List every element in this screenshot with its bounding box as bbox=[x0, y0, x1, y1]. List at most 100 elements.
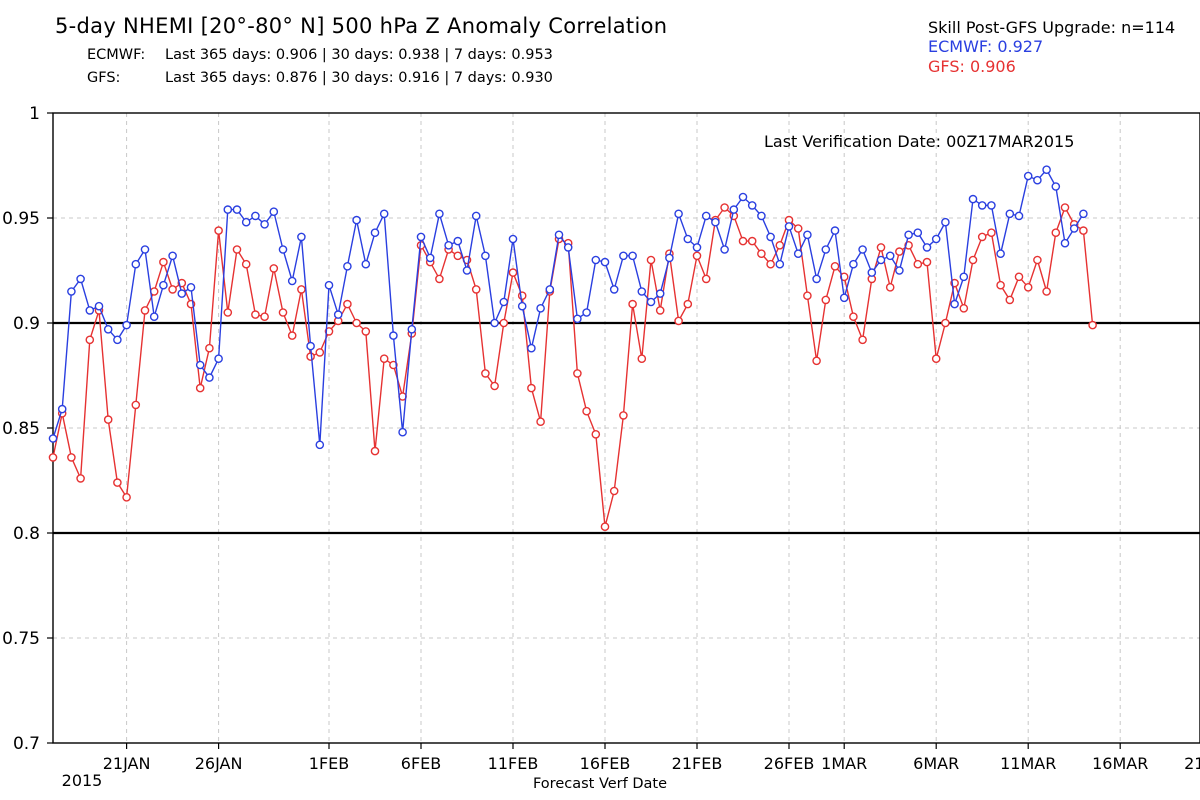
data-point bbox=[517, 291, 527, 301]
series-gfs bbox=[48, 203, 1097, 532]
data-point bbox=[839, 293, 849, 303]
y-tick-label: 1 bbox=[29, 104, 40, 124]
series-line-ecmwf bbox=[52, 168, 1084, 445]
data-point bbox=[1042, 287, 1051, 296]
data-point bbox=[315, 348, 325, 357]
data-point bbox=[508, 234, 518, 244]
data-point bbox=[214, 226, 223, 235]
data-point bbox=[131, 400, 141, 410]
x-tick-label: 16FEB bbox=[580, 754, 631, 773]
data-point bbox=[573, 314, 582, 324]
data-point bbox=[508, 268, 518, 277]
data-point bbox=[232, 245, 242, 254]
data-point bbox=[582, 406, 591, 416]
data-point bbox=[278, 308, 288, 317]
data-point bbox=[729, 205, 739, 214]
data-point bbox=[471, 285, 481, 294]
y-axis: 0.7 0.75 0.8 0.85 0.9 0.95 1 bbox=[2, 104, 53, 754]
series-layer bbox=[48, 165, 1097, 532]
data-point bbox=[398, 427, 407, 437]
data-point bbox=[692, 243, 702, 252]
data-point bbox=[849, 312, 858, 322]
data-point bbox=[370, 446, 380, 456]
data-point bbox=[674, 209, 683, 219]
ecmwf-stats-values: Last 365 days: 0.906 | 30 days: 0.938 | … bbox=[165, 47, 553, 63]
x-axis-year-label: 2015 bbox=[62, 771, 103, 790]
data-point bbox=[803, 291, 812, 301]
data-point bbox=[1069, 224, 1079, 233]
x-tick-label: 21JAN bbox=[103, 754, 151, 773]
data-point bbox=[269, 207, 279, 216]
data-point bbox=[389, 360, 398, 370]
data-point bbox=[720, 203, 729, 212]
data-point bbox=[131, 259, 141, 269]
data-point bbox=[895, 266, 904, 275]
data-point bbox=[57, 404, 67, 414]
data-point bbox=[775, 259, 785, 269]
data-point bbox=[784, 222, 794, 231]
data-point bbox=[499, 297, 509, 307]
data-point bbox=[214, 354, 223, 364]
data-point bbox=[168, 285, 177, 294]
skill-title: Skill Post-GFS Upgrade: n=114 bbox=[928, 18, 1176, 37]
data-point bbox=[591, 255, 601, 265]
data-point bbox=[324, 280, 334, 290]
data-point bbox=[113, 478, 122, 487]
data-point bbox=[85, 335, 95, 345]
data-point bbox=[1060, 203, 1070, 212]
data-point bbox=[582, 308, 591, 317]
data-point bbox=[1060, 238, 1070, 248]
data-point bbox=[701, 211, 711, 221]
data-point bbox=[683, 299, 693, 309]
data-point bbox=[352, 215, 361, 225]
data-point bbox=[113, 335, 122, 345]
data-point bbox=[370, 228, 380, 237]
data-point bbox=[959, 303, 969, 313]
data-point bbox=[471, 211, 481, 221]
last-verification-annotation: Last Verification Date: 00Z17MAR2015 bbox=[764, 132, 1074, 151]
series-ecmwf bbox=[48, 165, 1088, 450]
data-point bbox=[205, 373, 214, 382]
data-point bbox=[1079, 226, 1088, 235]
data-point bbox=[858, 245, 867, 254]
data-point bbox=[711, 217, 720, 227]
data-point bbox=[407, 324, 417, 334]
data-point bbox=[646, 297, 656, 307]
data-point bbox=[306, 341, 315, 351]
data-point bbox=[278, 245, 288, 254]
data-point bbox=[140, 306, 150, 315]
data-point bbox=[232, 205, 242, 214]
data-point bbox=[159, 257, 168, 267]
data-point bbox=[177, 289, 187, 298]
y-tick-label: 0.9 bbox=[13, 314, 40, 334]
data-point bbox=[830, 226, 840, 235]
data-point bbox=[453, 236, 463, 246]
data-point bbox=[968, 194, 978, 204]
chart-title: 5-day NHEMI [20°-80° N] 500 hPa Z Anomal… bbox=[55, 14, 668, 38]
x-tick-label: 1MAR bbox=[821, 754, 867, 773]
data-point bbox=[968, 255, 978, 265]
data-point bbox=[692, 251, 702, 261]
data-point bbox=[977, 232, 987, 242]
data-point bbox=[205, 343, 214, 353]
data-point bbox=[343, 261, 352, 271]
data-point bbox=[637, 287, 647, 296]
data-point bbox=[536, 303, 545, 313]
data-point bbox=[159, 280, 168, 290]
data-point bbox=[628, 299, 637, 309]
data-point bbox=[950, 299, 959, 309]
data-point bbox=[545, 285, 555, 294]
data-point bbox=[168, 251, 177, 261]
y-tick-label: 0.85 bbox=[2, 419, 40, 439]
data-point bbox=[876, 243, 886, 252]
data-point bbox=[747, 236, 757, 246]
data-point bbox=[931, 354, 941, 364]
x-tick-label: 26FEB bbox=[764, 754, 815, 773]
data-point bbox=[251, 310, 260, 319]
data-point bbox=[793, 249, 803, 258]
data-point bbox=[563, 243, 573, 252]
data-point bbox=[195, 383, 205, 393]
data-point bbox=[536, 417, 545, 427]
data-point bbox=[766, 259, 775, 269]
data-point bbox=[416, 232, 426, 242]
